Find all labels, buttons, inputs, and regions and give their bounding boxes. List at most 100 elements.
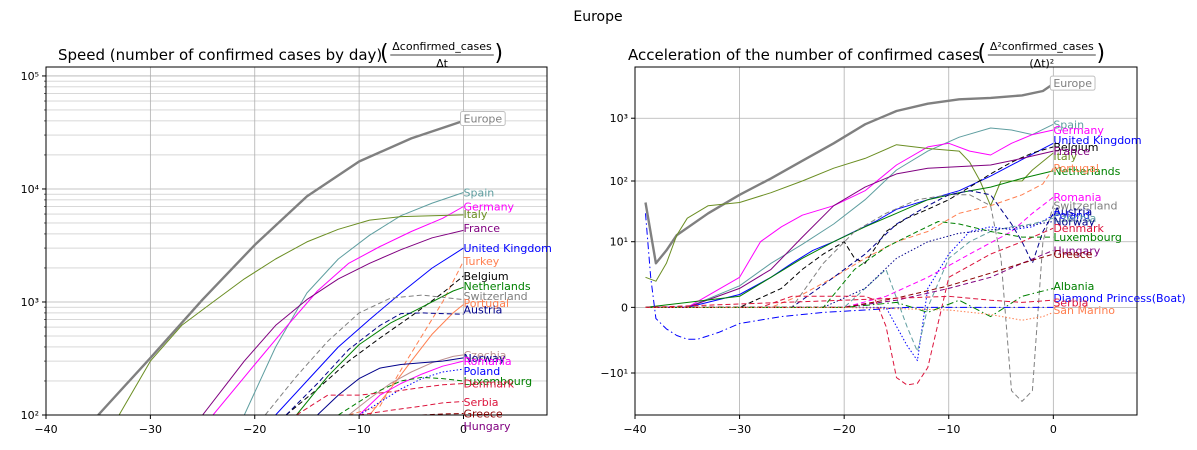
series-label-netherlands: Netherlands — [1053, 165, 1120, 178]
series-line-italy — [645, 144, 1054, 282]
y-tick-label: −10¹ — [600, 367, 628, 380]
x-tick-label: 0 — [460, 423, 467, 436]
series-label-italy: Italy — [464, 208, 488, 221]
series-line-romania — [358, 360, 464, 415]
title-formula-numerator: Δ²confirmed_cases — [990, 40, 1094, 53]
series-label-spain: Spain — [464, 187, 495, 200]
acceleration-chart-title-text: Acceleration of the number of confirmed … — [628, 46, 980, 64]
series-label-box — [460, 111, 506, 127]
series-label-luxembourg: Luxembourg — [464, 375, 533, 388]
series-line-czechia — [348, 354, 464, 415]
speed-chart-title: Speed (number of confirmed cases by day)… — [58, 40, 503, 70]
x-tick-label: 0 — [1050, 423, 1057, 436]
acceleration-chart: Acceleration of the number of confirmed … — [600, 40, 1185, 436]
x-tick-label: −30 — [728, 423, 751, 436]
series-label-france: France — [464, 222, 501, 235]
series-line-united-kingdom — [275, 247, 464, 415]
series-label-czechia: Czechia — [464, 349, 507, 362]
series-label-poland: Poland — [1053, 209, 1090, 222]
series-label-austria: Austria — [464, 303, 503, 316]
series-label-switzerland: Switzerland — [464, 290, 528, 303]
series-line-san-marino — [645, 306, 1054, 321]
series-line-netherlands — [296, 286, 464, 415]
series-line-luxembourg — [645, 221, 1054, 308]
series-line-hungary — [645, 249, 1054, 308]
series-line-turkey — [348, 260, 464, 415]
series-line-europe — [644, 82, 1054, 265]
series-label-italy: Italy — [1053, 150, 1077, 163]
series-line-germany — [212, 206, 464, 415]
series-label-norway: Norway — [1053, 216, 1095, 229]
series-label-denmark: Denmark — [464, 377, 515, 390]
x-tick-label: −10 — [937, 423, 960, 436]
y-tick-label: 10² — [610, 175, 628, 188]
series-label-germany: Germany — [464, 200, 515, 213]
series-line-norway — [317, 357, 464, 415]
series-line-austria — [285, 312, 464, 415]
series-label-netherlands: Netherlands — [464, 280, 531, 293]
x-tick-label: −40 — [623, 423, 646, 436]
series-line-italy — [118, 214, 464, 415]
figure-suptitle: Europe — [573, 9, 622, 25]
series-label-romania: Romania — [464, 355, 512, 368]
series-line-serbia — [359, 400, 464, 415]
series-line-france — [202, 229, 464, 415]
series-label-greece: Greece — [464, 408, 503, 421]
speed-chart-frame — [45, 66, 548, 416]
x-tick-label: −30 — [139, 423, 162, 436]
series-label-albania: Albania — [1053, 280, 1094, 293]
title-formula-paren-right: ) — [1096, 41, 1105, 66]
series-line-luxembourg — [338, 376, 464, 415]
series-label-poland: Poland — [464, 365, 501, 378]
series-label-serbia: Serbia — [1053, 296, 1088, 309]
y-tick-label: 10³ — [21, 296, 39, 309]
series-label-serbia: Serbia — [464, 396, 499, 409]
series-line-denmark — [296, 383, 464, 415]
series-label-europe: Europe — [464, 113, 503, 126]
series-line-albania — [645, 287, 1054, 318]
series-line-poland — [358, 368, 464, 415]
x-tick-label: −20 — [243, 423, 266, 436]
series-label-portugal: Portugal — [1053, 162, 1099, 175]
speed-chart-title-text: Speed (number of confirmed cases by day) — [58, 46, 382, 64]
series-label-switzerland: Switzerland — [1053, 200, 1117, 213]
series-line-europe — [97, 119, 464, 415]
y-tick-label: 10⁵ — [21, 70, 39, 83]
y-tick-label: 10³ — [610, 112, 628, 125]
series-line-spain — [243, 192, 464, 415]
y-tick-label: 0 — [621, 301, 628, 314]
series-label-romania: Romania — [1053, 191, 1101, 204]
series-line-norway — [645, 221, 1054, 308]
series-line-greece — [421, 413, 464, 415]
title-formula-denominator: Δt — [436, 57, 449, 70]
series-label-san-marino: San Marino — [1053, 304, 1115, 317]
title-formula-denominator: (Δt)² — [1029, 57, 1054, 70]
series-label-greece: Greece — [1053, 248, 1092, 261]
series-label-czechia: Czechia — [1053, 212, 1096, 225]
series-label-belgium: Belgium — [464, 270, 509, 283]
series-line-netherlands — [645, 170, 1054, 308]
series-label-hungary: Hungary — [464, 420, 511, 433]
series-line-germany — [645, 129, 1054, 308]
series-label-denmark: Denmark — [1053, 222, 1104, 235]
series-label-hungary: Hungary — [1053, 244, 1100, 257]
acceleration-chart-frame — [634, 66, 1138, 416]
series-label-diamond-princess-boat-: Diamond Princess(Boat) — [1053, 292, 1185, 305]
title-formula-numerator: Δconfirmed_cases — [392, 40, 492, 53]
y-tick-label: 10¹ — [610, 236, 628, 249]
series-label-united-kingdom: United Kingdom — [1053, 134, 1141, 147]
series-line-greece — [645, 253, 1054, 308]
series-label-luxembourg: Luxembourg — [1053, 231, 1122, 244]
series-label-turkey: Turkey — [463, 255, 500, 268]
series-label-portugal: Portugal — [464, 297, 510, 310]
series-label-united-kingdom: United Kingdom — [464, 242, 552, 255]
y-tick-label: 10² — [21, 409, 39, 422]
x-tick-label: −10 — [348, 423, 371, 436]
series-line-poland — [645, 214, 1054, 362]
acceleration-chart-title: Acceleration of the number of confirmed … — [628, 40, 1105, 70]
title-formula-paren-right: ) — [494, 41, 503, 66]
series-label-belgium: Belgium — [1053, 141, 1098, 154]
series-label-france: France — [1053, 145, 1090, 158]
